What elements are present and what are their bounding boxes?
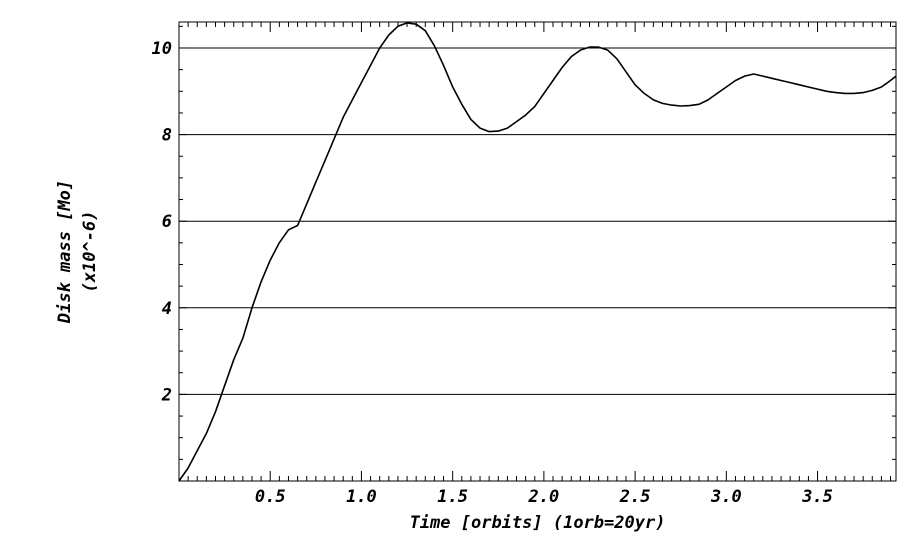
y-tick-label-2: 6 xyxy=(162,212,172,232)
x-tick-label-6: 3.5 xyxy=(801,487,833,507)
x-tick-label-4: 2.5 xyxy=(619,487,651,507)
x-tick-label-2: 1.5 xyxy=(437,487,468,507)
plot-frame xyxy=(178,21,897,482)
y-tick-label-4: 10 xyxy=(152,39,172,59)
x-tick-label-1: 1.0 xyxy=(346,487,377,507)
y-axis-title-line1: Disk mass [Mo] xyxy=(55,180,75,324)
series-line-0 xyxy=(178,22,897,482)
x-axis-title: Time [orbits] (1orb=20yr) xyxy=(410,513,666,533)
y-axis-title-line2: (x10^-6) xyxy=(80,211,100,293)
x-tick-label-0: 0.5 xyxy=(255,487,286,507)
x-tick-label-5: 3.0 xyxy=(710,487,742,507)
y-tick-label-3: 8 xyxy=(162,126,172,146)
x-tick-label-3: 2.0 xyxy=(528,487,560,507)
y-tick-label-1: 4 xyxy=(162,299,172,319)
y-tick-label-0: 2 xyxy=(161,385,172,405)
